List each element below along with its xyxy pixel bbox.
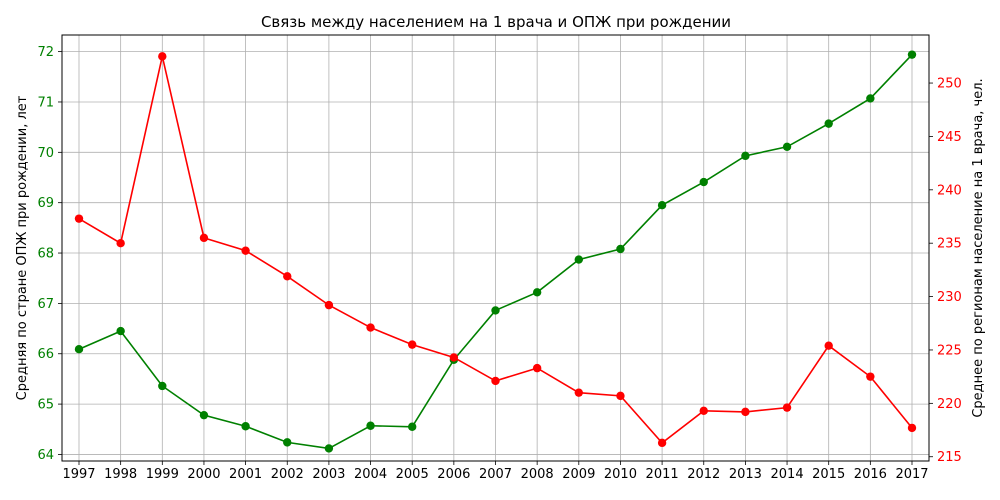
y-right-tick-label: 225 [937,343,962,358]
x-tick-label: 2010 [604,467,637,482]
doctors-series-point [782,403,792,412]
doctors-series-point [158,52,167,61]
x-tick-label: 1998 [104,467,137,482]
life-expectancy-series-point [199,410,209,420]
grid [62,35,929,461]
doctors-series-point [907,423,917,433]
doctors-series-point [824,341,833,350]
x-tick-label: 2015 [812,467,845,482]
life-expectancy-series-point [824,119,833,128]
life-expectancy-series-point [616,244,625,254]
x-tick-label: 1997 [62,467,95,482]
life-expectancy-series-point [574,255,583,264]
y-left-tick-label: 69 [37,196,54,211]
life-expectancy-series-point [657,200,667,210]
x-tick-label: 2017 [895,467,928,482]
life-expectancy-series-point [283,438,292,447]
y-right-tick-label: 245 [937,130,962,145]
doctors-series-point [408,340,417,349]
doctors-series-point [657,438,667,448]
y-left-tick-label: 71 [37,95,54,110]
x-tick-label: 2005 [396,467,429,482]
life-expectancy-series-point [491,306,500,315]
chart-title: Связь между населением на 1 врача и ОПЖ … [261,13,731,31]
doctors-series-point [199,233,209,243]
x-tick-label: 2004 [354,467,387,482]
doctors-series-point [532,363,542,373]
x-tick-label: 2007 [479,467,512,482]
life-expectancy-series-point [532,288,542,297]
x-tick-label: 2003 [312,467,345,482]
doctors-series-point [574,388,583,397]
x-tick-label: 2012 [687,467,720,482]
x-tick-label: 2013 [729,467,762,482]
y-axis-left-label: Средняя по стране ОПЖ при рождении, лет [15,95,30,400]
x-tick-label: 2001 [229,467,262,482]
life-expectancy-series-point [116,326,125,336]
doctors-series-point [116,238,125,248]
life-expectancy-series-point [741,151,750,161]
doctors-series-point [324,300,334,310]
y-right-tick-label: 220 [937,397,962,412]
doctors-series-point [449,353,459,362]
life-expectancy-series-point [782,142,792,151]
life-expectancy-series-point [866,94,875,103]
life-expectancy-series-point [699,177,708,187]
x-tick-label: 2009 [562,467,595,482]
life-expectancy-series-point [408,422,417,431]
x-tick-label: 2006 [437,467,470,482]
y-left-tick-label: 72 [37,45,54,60]
y-right-tick-label: 235 [937,237,962,252]
y-axis-right: 215 220 225 230 235 240 245 250 [929,77,962,465]
doctors-series-point [366,323,375,332]
y-right-tick-label: 250 [937,77,962,92]
doctors-series-point [866,372,875,381]
y-right-tick-label: 240 [937,183,962,198]
life-expectancy-series-point [158,381,167,391]
doctors-series-point [74,214,84,223]
y-right-tick-label: 230 [937,290,962,305]
doctors-series-point [616,391,625,401]
y-axis-right-label: Среднее по регионам население на 1 врача… [971,78,986,417]
x-axis: 1997 1998 1999 2000 2001 2002 2003 2004 2005 2006… [62,461,929,482]
x-tick-label: 2016 [854,467,887,482]
doctors-series-point [241,246,250,255]
doctors-series-point [741,407,750,417]
x-tick-label: 2014 [771,467,804,482]
doctors-series-point [699,406,708,416]
x-tick-label: 2011 [646,467,679,482]
y-left-tick-label: 70 [37,146,54,161]
life-expectancy-series-point [241,422,250,431]
y-left-tick-label: 67 [37,297,54,312]
y-axis-left: 64 65 66 67 68 69 70 71 72 [37,45,62,463]
life-expectancy-series-point [324,444,334,453]
x-tick-label: 2008 [521,467,554,482]
y-left-tick-label: 66 [37,347,54,362]
y-left-tick-label: 68 [37,247,54,262]
y-left-tick-label: 64 [37,448,54,463]
x-tick-label: 2000 [187,467,220,482]
doctors-series-point [491,376,500,386]
life-expectancy-series-point [907,50,917,59]
y-right-tick-label: 215 [937,450,962,465]
life-expectancy-series-point [74,345,84,354]
x-tick-label: 2002 [271,467,304,482]
doctors-series-point [283,272,292,281]
x-tick-label: 1999 [146,467,179,482]
series-layer [74,50,917,453]
y-left-tick-label: 65 [37,398,54,413]
life-expectancy-series-point [366,421,375,430]
